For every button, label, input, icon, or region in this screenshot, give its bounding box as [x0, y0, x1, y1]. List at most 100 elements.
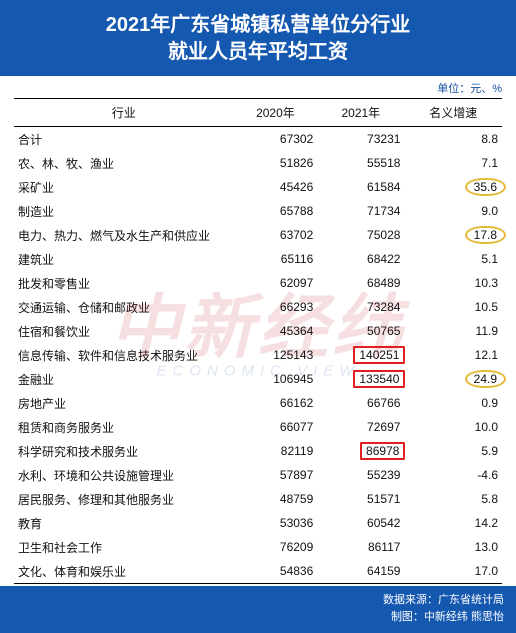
- table-row: 房地产业66162667660.9: [14, 391, 502, 415]
- cell-2021: 55518: [317, 151, 404, 175]
- cell-2021: 50765: [317, 319, 404, 343]
- cell-2020: 66293: [234, 295, 318, 319]
- cell-2021: 68489: [317, 271, 404, 295]
- cell-growth: 11.9: [404, 319, 502, 343]
- source-value: 广东省统计局: [438, 594, 504, 606]
- cell-2020: 76209: [234, 535, 318, 559]
- cell-industry: 农、林、牧、渔业: [14, 151, 234, 175]
- table-row: 教育530366054214.2: [14, 511, 502, 535]
- unit-label: 单位：元、%: [14, 80, 502, 96]
- cell-industry: 租赁和商务服务业: [14, 415, 234, 439]
- cell-2021: 64159: [317, 559, 404, 584]
- cell-2021: 61584: [317, 175, 404, 199]
- cell-growth: -4.6: [404, 463, 502, 487]
- cell-growth: 13.0: [404, 535, 502, 559]
- cell-growth: 5.8: [404, 487, 502, 511]
- cell-2020: 67302: [234, 127, 318, 152]
- cell-2021: 68422: [317, 247, 404, 271]
- cell-2021: 66766: [317, 391, 404, 415]
- cell-growth: 12.1: [404, 343, 502, 367]
- table-row: 文化、体育和娱乐业548366415917.0: [14, 559, 502, 584]
- table-row: 采矿业454266158435.6: [14, 175, 502, 199]
- cell-2021: 140251: [317, 343, 404, 367]
- cell-growth: 10.3: [404, 271, 502, 295]
- cell-industry: 住宿和餐饮业: [14, 319, 234, 343]
- cell-industry: 信息传输、软件和信息技术服务业: [14, 343, 234, 367]
- table-row: 居民服务、修理和其他服务业48759515715.8: [14, 487, 502, 511]
- credit-value: 中新经纬 熊思怡: [424, 611, 504, 623]
- cell-2021: 51571: [317, 487, 404, 511]
- cell-2020: 66162: [234, 391, 318, 415]
- cell-2021: 133540: [317, 367, 404, 391]
- cell-2020: 45426: [234, 175, 318, 199]
- cell-2021: 71734: [317, 199, 404, 223]
- cell-industry: 水利、环境和公共设施管理业: [14, 463, 234, 487]
- cell-growth: 17.8: [404, 223, 502, 247]
- footer-source: 数据来源：广东省统计局: [12, 592, 504, 609]
- cell-industry: 电力、热力、燃气及水生产和供应业: [14, 223, 234, 247]
- cell-industry: 教育: [14, 511, 234, 535]
- cell-industry: 采矿业: [14, 175, 234, 199]
- cell-growth: 5.9: [404, 439, 502, 463]
- cell-2020: 51826: [234, 151, 318, 175]
- cell-industry: 文化、体育和娱乐业: [14, 559, 234, 584]
- cell-growth: 24.9: [404, 367, 502, 391]
- cell-industry: 科学研究和技术服务业: [14, 439, 234, 463]
- table-header-row: 行业 2020年 2021年 名义增速: [14, 99, 502, 127]
- cell-growth: 10.5: [404, 295, 502, 319]
- cell-2020: 66077: [234, 415, 318, 439]
- cell-industry: 金融业: [14, 367, 234, 391]
- cell-2021: 73231: [317, 127, 404, 152]
- cell-2021: 60542: [317, 511, 404, 535]
- table-row: 科学研究和技术服务业82119869785.9: [14, 439, 502, 463]
- footer: 数据来源：广东省统计局 制图：中新经纬 熊思怡: [0, 586, 516, 633]
- cell-2021: 73284: [317, 295, 404, 319]
- cell-industry: 批发和零售业: [14, 271, 234, 295]
- table-row: 交通运输、仓储和邮政业662937328410.5: [14, 295, 502, 319]
- col-header-2021: 2021年: [317, 99, 404, 127]
- cell-growth: 5.1: [404, 247, 502, 271]
- table-container: 中新经纬 ECONOMIC VIEW 单位：元、% 行业 2020年 2021年…: [0, 76, 516, 586]
- cell-growth: 14.2: [404, 511, 502, 535]
- cell-industry: 房地产业: [14, 391, 234, 415]
- cell-2020: 45364: [234, 319, 318, 343]
- table-row: 批发和零售业620976848910.3: [14, 271, 502, 295]
- table-row: 建筑业65116684225.1: [14, 247, 502, 271]
- title-line-2: 就业人员年平均工资: [8, 39, 508, 66]
- title-header: 2021年广东省城镇私营单位分行业 就业人员年平均工资: [0, 0, 516, 76]
- cell-2020: 48759: [234, 487, 318, 511]
- cell-2021: 55239: [317, 463, 404, 487]
- table-row: 卫生和社会工作762098611713.0: [14, 535, 502, 559]
- table-row: 金融业10694513354024.9: [14, 367, 502, 391]
- cell-growth: 17.0: [404, 559, 502, 584]
- cell-2020: 65116: [234, 247, 318, 271]
- cell-industry: 卫生和社会工作: [14, 535, 234, 559]
- wage-table: 行业 2020年 2021年 名义增速 合计67302732318.8农、林、牧…: [14, 98, 502, 584]
- cell-2020: 106945: [234, 367, 318, 391]
- cell-2021: 86978: [317, 439, 404, 463]
- cell-growth: 7.1: [404, 151, 502, 175]
- col-header-industry: 行业: [14, 99, 234, 127]
- footer-credit: 制图：中新经纬 熊思怡: [12, 609, 504, 626]
- cell-industry: 合计: [14, 127, 234, 152]
- cell-2020: 53036: [234, 511, 318, 535]
- title-line-1: 2021年广东省城镇私营单位分行业: [8, 12, 508, 39]
- cell-growth: 8.8: [404, 127, 502, 152]
- table-row: 电力、热力、燃气及水生产和供应业637027502817.8: [14, 223, 502, 247]
- cell-2020: 54836: [234, 559, 318, 584]
- cell-2020: 125143: [234, 343, 318, 367]
- table-row: 住宿和餐饮业453645076511.9: [14, 319, 502, 343]
- table-row: 合计67302732318.8: [14, 127, 502, 152]
- source-label: 数据来源：: [383, 594, 438, 606]
- cell-industry: 制造业: [14, 199, 234, 223]
- cell-2020: 65788: [234, 199, 318, 223]
- col-header-2020: 2020年: [234, 99, 318, 127]
- cell-growth: 10.0: [404, 415, 502, 439]
- table-row: 制造业65788717349.0: [14, 199, 502, 223]
- table-row: 水利、环境和公共设施管理业5789755239-4.6: [14, 463, 502, 487]
- cell-growth: 0.9: [404, 391, 502, 415]
- col-header-growth: 名义增速: [404, 99, 502, 127]
- cell-2020: 57897: [234, 463, 318, 487]
- cell-industry: 交通运输、仓储和邮政业: [14, 295, 234, 319]
- cell-2021: 72697: [317, 415, 404, 439]
